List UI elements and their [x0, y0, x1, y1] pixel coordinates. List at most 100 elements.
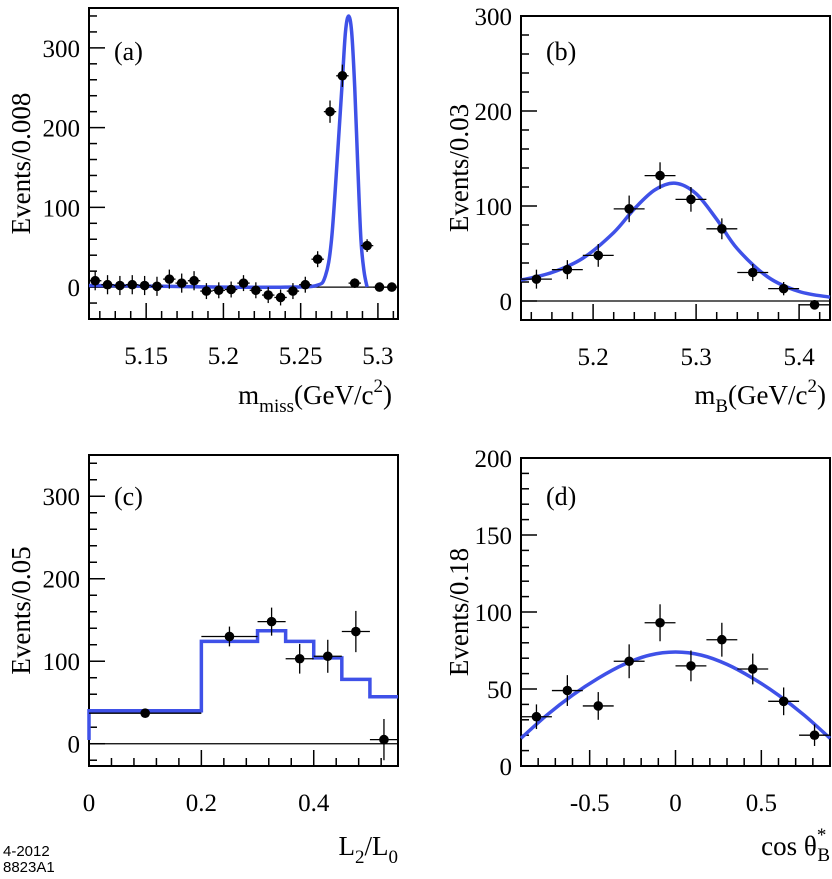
data-marker: [266, 616, 277, 627]
x-title-unit: (GeV/c: [728, 380, 807, 410]
data-marker: [140, 708, 150, 719]
data-marker: [686, 194, 696, 205]
data-marker: [809, 300, 820, 310]
panel-label: (d): [546, 482, 576, 511]
x-title-sup: 2: [374, 376, 384, 397]
data-point: [613, 195, 645, 223]
data-point: [369, 718, 398, 761]
data-marker: [300, 279, 311, 290]
data-point: [644, 162, 676, 189]
data-marker: [593, 701, 604, 711]
x-title-close: ): [817, 380, 826, 410]
data-point: [274, 289, 287, 306]
y-axis-title: Events/0.008: [6, 93, 36, 235]
data-marker: [164, 274, 175, 284]
data-marker: [213, 285, 224, 296]
data-point: [737, 263, 769, 282]
fit-curve: [519, 650, 832, 740]
y-tick-label: 200: [43, 116, 81, 143]
data-marker: [139, 280, 150, 291]
x-title-unit: /L: [365, 831, 389, 861]
data-point: [212, 282, 225, 299]
data-point: [175, 273, 188, 293]
data-point: [89, 708, 202, 719]
x-title-main: L: [339, 831, 356, 861]
data-marker: [115, 280, 125, 291]
data-marker: [374, 282, 385, 292]
y-tick-label: 100: [43, 195, 81, 222]
y-tick-label: 100: [43, 649, 81, 676]
data-marker: [322, 651, 333, 662]
data-point: [257, 607, 286, 636]
x-title-sub: B: [715, 396, 728, 417]
x-tick-label: 0.5: [746, 790, 777, 817]
data-point: [706, 218, 738, 240]
y-tick-label: 0: [68, 275, 81, 302]
data-marker: [362, 240, 372, 251]
data-point: [706, 622, 738, 657]
data-point: [224, 281, 238, 298]
y-tick-label: 300: [43, 484, 81, 511]
x-title-sub: miss: [259, 396, 294, 417]
y-tick-label: 300: [43, 36, 81, 63]
data-marker: [655, 170, 665, 181]
data-marker: [251, 285, 261, 296]
data-point: [385, 282, 398, 292]
panel-label: (c): [114, 482, 143, 511]
data-point: [644, 604, 676, 642]
fit-histogram: [87, 628, 398, 740]
data-marker: [562, 264, 573, 275]
data-marker: [226, 284, 236, 295]
data-point: [237, 275, 250, 292]
data-point: [613, 644, 645, 679]
y-tick-label: 150: [475, 523, 513, 550]
x-title-sub: B: [817, 845, 830, 866]
footer-code: 8823A1: [3, 859, 55, 876]
data-marker: [189, 275, 199, 286]
data-point: [262, 287, 275, 304]
x-tick-label: 5.25: [279, 343, 323, 370]
data-marker: [809, 730, 820, 740]
footer-date: 4-2012: [3, 843, 50, 860]
y-axis-title: Events/0.03: [444, 104, 474, 232]
data-marker: [531, 711, 542, 722]
data-marker: [747, 267, 758, 278]
x-tick-label: 5.2: [208, 343, 239, 370]
y-tick-label: 0: [500, 754, 513, 781]
data-point: [348, 278, 361, 288]
data-point: [249, 282, 263, 299]
data-point: [768, 687, 800, 716]
x-title-theta: θ: [804, 831, 817, 861]
panel-label: (a): [114, 37, 143, 66]
data-point: [286, 283, 300, 300]
data-marker: [624, 204, 634, 214]
x-axis-title: L2/L0: [339, 831, 399, 868]
x-title-sub2: 0: [389, 847, 399, 868]
data-marker: [349, 278, 360, 288]
data-point: [799, 300, 830, 310]
x-tick-label: 5.3: [680, 344, 711, 371]
data-marker: [624, 656, 634, 667]
y-tick-label: 200: [43, 567, 81, 594]
data-marker: [325, 106, 335, 117]
x-tick-label: 0: [669, 790, 682, 817]
data-point: [768, 282, 800, 296]
x-title-unit: (GeV/c: [294, 380, 373, 410]
data-point: [582, 244, 614, 267]
data-marker: [127, 279, 138, 290]
data-point: [551, 675, 583, 706]
data-marker: [275, 292, 286, 303]
data-point: [101, 275, 114, 295]
data-point: [113, 275, 127, 296]
x-axis-title: cos θ* B: [761, 825, 830, 866]
x-tick-label: 5.4: [783, 344, 815, 371]
data-point: [737, 653, 769, 685]
data-marker: [224, 631, 235, 642]
data-marker: [238, 278, 249, 288]
data-point: [311, 251, 324, 268]
y-axis-title: Events/0.05: [6, 546, 36, 674]
data-point: [201, 626, 258, 647]
x-tick-label: 5.15: [124, 343, 168, 370]
data-marker: [387, 282, 397, 292]
